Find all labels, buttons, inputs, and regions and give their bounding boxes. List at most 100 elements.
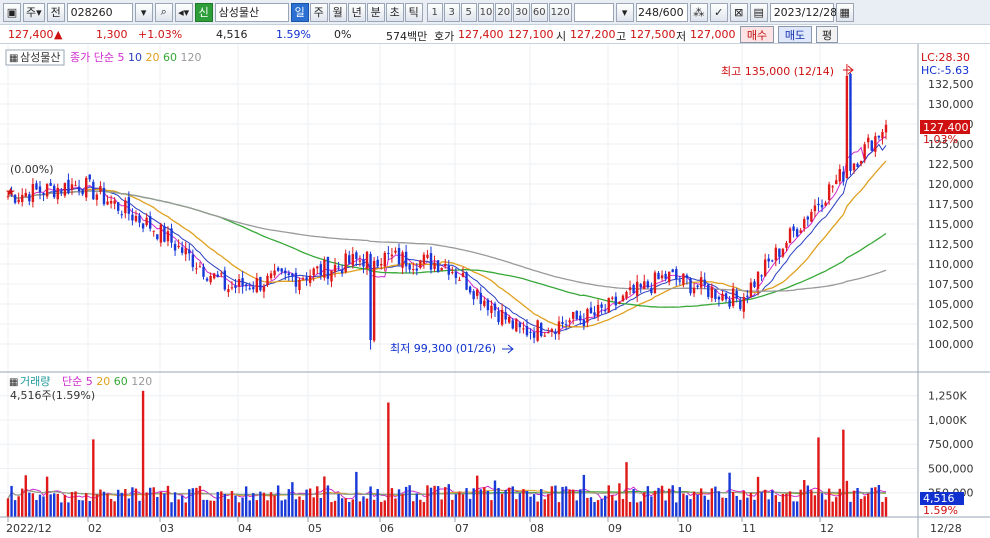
date-tick: 11	[742, 522, 756, 535]
interval-tab-10[interactable]: 10	[477, 2, 495, 22]
volume-bar	[838, 488, 841, 517]
period-tab-6[interactable]: 틱	[404, 2, 423, 22]
eval-button[interactable]: 평	[816, 26, 838, 43]
candle-body	[589, 307, 593, 314]
volume-bar	[138, 500, 141, 517]
candle-body	[717, 296, 721, 300]
buy-button[interactable]: 매수	[740, 26, 774, 43]
candle-body	[447, 265, 450, 275]
volume-bar	[369, 486, 372, 517]
volume-bar	[163, 493, 166, 517]
volume-bar	[881, 501, 884, 517]
sell-button[interactable]: 매도	[778, 26, 812, 43]
candle-body	[742, 297, 746, 312]
candle-body	[35, 183, 38, 190]
interval-tab-5[interactable]: 5	[460, 2, 477, 22]
volume-bar	[803, 480, 806, 517]
volume-bar	[454, 494, 458, 517]
chevron-down-icon[interactable]: ▾	[134, 2, 153, 22]
candle-body	[760, 275, 763, 277]
candle-body	[579, 315, 582, 321]
volume-bar	[529, 496, 532, 517]
volume-bar	[177, 499, 180, 517]
candle-body	[127, 197, 131, 214]
interval-input[interactable]	[573, 2, 614, 22]
volume-bar	[102, 491, 106, 517]
save-icon[interactable]: ▤	[749, 2, 768, 22]
candle-body	[230, 287, 234, 289]
candle-body	[141, 223, 145, 229]
candle-body	[515, 319, 518, 332]
prev-button[interactable]: 전	[46, 2, 65, 22]
candle-body	[643, 281, 646, 290]
compare-icon[interactable]: ⊠	[729, 2, 748, 22]
volume-bar	[394, 498, 397, 517]
search-icon[interactable]: ⌕	[154, 2, 173, 22]
candle-body	[124, 200, 127, 214]
volume-bar	[543, 499, 546, 517]
interval-tab-60[interactable]: 60	[530, 2, 548, 22]
volume-bar	[468, 498, 472, 517]
volume-bar	[707, 499, 710, 517]
candle-body	[202, 266, 205, 277]
candle-body	[177, 245, 180, 248]
period-tab-5[interactable]: 초	[385, 2, 404, 22]
stock-name-field[interactable]: 삼성물산	[214, 2, 289, 22]
volume-bar	[710, 488, 714, 517]
candle-body	[671, 269, 674, 273]
interval-tab-20[interactable]: 20	[495, 2, 513, 22]
calendar-icon[interactable]: ▦	[835, 2, 854, 22]
candlesticks	[6, 64, 888, 350]
count-field[interactable]: 248/600	[635, 2, 688, 22]
indicator-icon[interactable]: ✓	[709, 2, 728, 22]
candle-body	[244, 284, 248, 287]
period-tab-4[interactable]: 분	[366, 2, 385, 22]
chart-type-icon[interactable]: ▣	[3, 2, 21, 22]
volume-bar	[429, 487, 433, 517]
candle-body	[390, 254, 394, 257]
period-tab-3[interactable]: 년	[347, 2, 366, 22]
candle-body	[849, 73, 852, 171]
interval-tab-1[interactable]: 1	[426, 2, 443, 22]
speaker-icon[interactable]: ◂▾	[174, 2, 193, 22]
period-tab-1[interactable]: 주	[309, 2, 328, 22]
volume-value: 4,516	[216, 28, 248, 41]
stock-code-field[interactable]: 028260	[66, 2, 133, 22]
period-tab-0[interactable]: 일	[290, 2, 309, 22]
volume-bar	[500, 494, 504, 517]
candle-body	[856, 163, 859, 167]
candle-settings-icon[interactable]: ⁂	[689, 2, 708, 22]
price-tick: 115,000	[928, 218, 974, 231]
volume-bar	[184, 502, 187, 517]
candle-body	[476, 289, 479, 296]
volume-bar	[266, 500, 269, 517]
interval-tab-3[interactable]: 3	[443, 2, 460, 22]
interval-dropdown[interactable]: ▾	[615, 2, 634, 22]
candle-body	[262, 286, 266, 292]
volume-bar	[202, 499, 205, 517]
candle-body	[486, 299, 490, 311]
price-chart[interactable]: 132,500130,000127,500125,000122,500120,0…	[0, 44, 990, 538]
candle-body	[227, 289, 230, 293]
volume-bar	[664, 500, 667, 517]
volume-bar	[515, 499, 518, 517]
chart-type-select[interactable]: 주 ▾	[23, 2, 45, 22]
volume-bar	[305, 489, 308, 517]
candle-body	[444, 264, 447, 267]
candle-body	[564, 324, 568, 326]
candle-body	[422, 254, 426, 264]
date-field[interactable]: 2023/12/28	[769, 2, 837, 22]
volume-spike	[141, 390, 145, 517]
date-tick: 03	[160, 522, 174, 535]
date-tick: 2022/12	[6, 522, 52, 535]
volume-bar	[24, 475, 27, 517]
period-tab-2[interactable]: 월	[328, 2, 347, 22]
interval-tab-120[interactable]: 120	[548, 2, 572, 22]
candle-body	[6, 196, 10, 198]
high-label: 고	[616, 30, 627, 43]
volume-bar	[824, 499, 827, 517]
candle-body	[365, 251, 369, 269]
volume-bar	[244, 486, 248, 517]
interval-tab-30[interactable]: 30	[513, 2, 530, 22]
